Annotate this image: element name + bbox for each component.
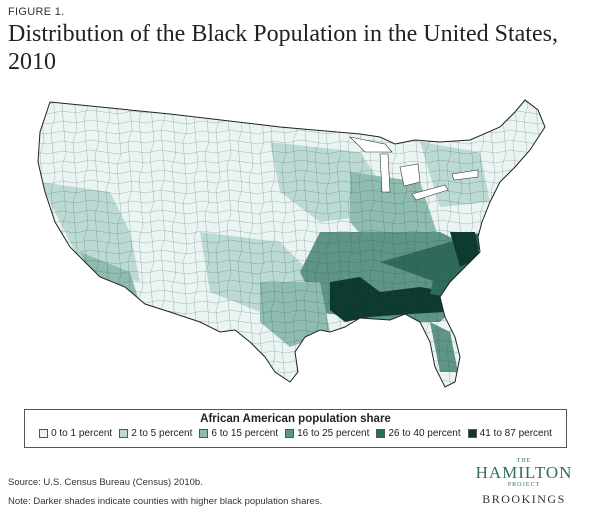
- legend-label: 2 to 5 percent: [131, 428, 193, 439]
- lake-michigan: [379, 153, 391, 193]
- legend-swatch: [199, 429, 209, 438]
- legend-swatch: [39, 429, 49, 438]
- legend-label: 41 to 87 percent: [479, 428, 552, 439]
- legend-title: African American population share: [200, 413, 391, 425]
- map-svg: [37, 99, 546, 388]
- shading-note: Note: Darker shades indicate counties wi…: [8, 496, 323, 507]
- lake-superior: [349, 136, 393, 153]
- figure-label: FIGURE 1.: [8, 6, 65, 18]
- us-county-map: [20, 82, 560, 400]
- legend-swatch: [467, 429, 477, 438]
- logo-the: THE: [516, 458, 532, 464]
- lake-ontario: [451, 169, 479, 181]
- figure-title: Distribution of the Black Population in …: [8, 21, 558, 75]
- source-note: Source: U.S. Census Bureau (Census) 2010…: [8, 477, 203, 488]
- legend-label: 16 to 25 percent: [297, 428, 370, 439]
- legend-item-26-40: 26 to 40 percent: [376, 428, 461, 439]
- legend-item-16-25: 16 to 25 percent: [285, 428, 369, 439]
- logo-brookings: BROOKINGS: [482, 492, 566, 506]
- legend-item-0-1: 0 to 1 percent: [39, 428, 112, 439]
- lake-erie: [411, 184, 449, 201]
- legend-swatch: [376, 429, 386, 438]
- legend-item-2-5: 2 to 5 percent: [119, 428, 192, 439]
- legend: African American population share 0 to 1…: [24, 409, 567, 448]
- hamilton-brookings-logo: THE HAMILTON PROJECT BROOKINGS: [464, 458, 584, 507]
- legend-item-6-15: 6 to 15 percent: [199, 428, 278, 439]
- logo-project: PROJECT: [507, 482, 541, 488]
- logo-hamilton: HAMILTON: [475, 463, 573, 482]
- legend-label: 0 to 1 percent: [51, 428, 113, 439]
- lake-huron: [399, 163, 421, 187]
- legend-items: 0 to 1 percent 2 to 5 percent 6 to 15 pe…: [25, 428, 566, 439]
- legend-swatch: [119, 429, 129, 438]
- legend-item-41-87: 41 to 87 percent: [467, 428, 552, 439]
- legend-label: 6 to 15 percent: [211, 428, 279, 439]
- legend-swatch: [285, 429, 295, 438]
- legend-label: 26 to 40 percent: [388, 428, 461, 439]
